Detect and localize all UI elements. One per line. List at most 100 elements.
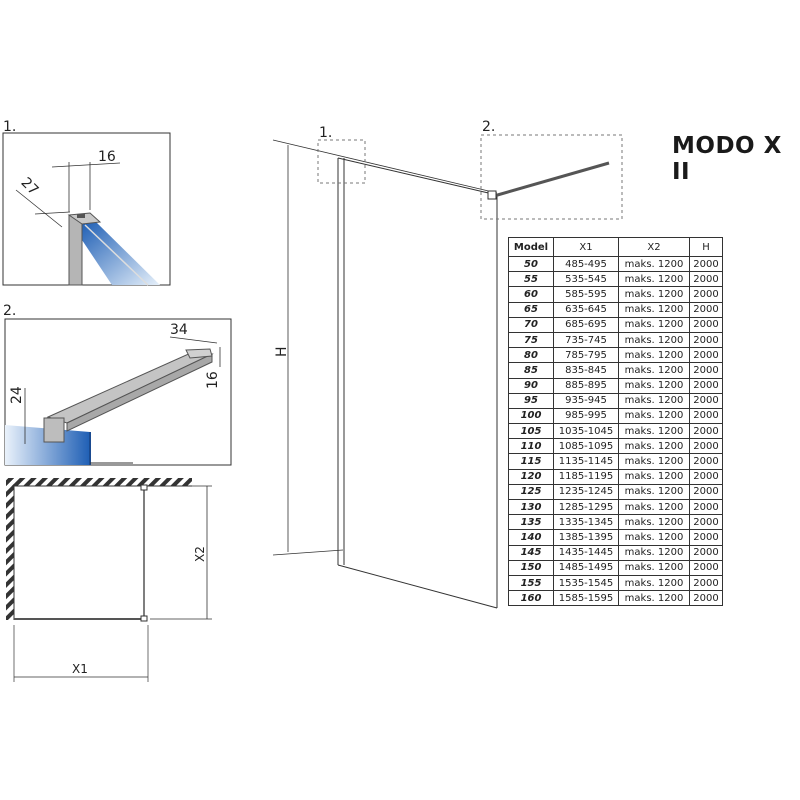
- table-row: 60 585-595 maks. 1200 2000: [508, 286, 723, 303]
- table-row: 155 1535-1545 maks. 1200 2000: [508, 574, 723, 592]
- cell-model: 95: [508, 392, 554, 409]
- cell-h: 2000: [689, 468, 723, 485]
- cell-model: 120: [508, 468, 554, 485]
- cell-x1: 1535-1545: [553, 574, 619, 592]
- cell-h: 2000: [689, 574, 723, 592]
- table-row: 140 1385-1395 maks. 1200 2000: [508, 529, 723, 546]
- cell-x1: 685-695: [553, 316, 619, 333]
- cell-x2: maks. 1200: [618, 559, 690, 576]
- table-row: 80 785-795 maks. 1200 2000: [508, 347, 723, 364]
- cell-model: 110: [508, 438, 554, 455]
- cell-h: 2000: [689, 392, 723, 409]
- cell-x1: 835-845: [553, 362, 619, 379]
- cell-x2: maks. 1200: [618, 347, 690, 364]
- cell-x1: 1135-1145: [553, 453, 619, 470]
- cell-h: 2000: [689, 301, 723, 318]
- cell-x2: maks. 1200: [618, 316, 690, 333]
- cell-model: 150: [508, 559, 554, 576]
- cell-x1: 1335-1345: [553, 514, 619, 531]
- cell-x1: 585-595: [553, 286, 619, 303]
- cell-x1: 935-945: [553, 392, 619, 409]
- cell-h: 2000: [689, 453, 723, 470]
- table-row: 125 1235-1245 maks. 1200 2000: [508, 483, 723, 501]
- cell-h: 2000: [689, 559, 723, 576]
- h-label: H: [274, 346, 290, 357]
- dimensions-table: Model X1 X2 H 50 485-495 maks. 1200 2000 55 5…: [508, 237, 723, 607]
- cell-h: 2000: [689, 331, 723, 349]
- dim-24-label: 24: [9, 386, 25, 404]
- cell-model: 155: [508, 574, 554, 592]
- cell-h: 2000: [689, 423, 723, 440]
- cell-h: 2000: [689, 271, 723, 288]
- cell-x2: maks. 1200: [618, 392, 690, 409]
- detail-1-label: 1.: [3, 119, 16, 135]
- cell-model: 60: [508, 286, 554, 303]
- cell-h: 2000: [689, 316, 723, 333]
- cell-x2: maks. 1200: [618, 453, 690, 470]
- table-row: 150 1485-1495 maks. 1200 2000: [508, 559, 723, 576]
- cell-x1: 1435-1445: [553, 544, 619, 561]
- cell-x1: 485-495: [553, 255, 619, 273]
- plan-view: X2 X1: [6, 478, 212, 682]
- table-row: 50 485-495 maks. 1200 2000: [508, 255, 723, 273]
- cell-model: 125: [508, 483, 554, 501]
- cell-h: 2000: [689, 590, 723, 607]
- table-row: 85 835-845 maks. 1200 2000: [508, 362, 723, 379]
- cell-x2: maks. 1200: [618, 423, 690, 440]
- cell-model: 90: [508, 377, 554, 394]
- detail-2: 2. 34 16 24: [3, 303, 232, 466]
- table-row: 105 1035-1045 maks. 1200 2000: [508, 423, 723, 440]
- cell-h: 2000: [689, 347, 723, 364]
- table-row: 70 685-695 maks. 1200 2000: [508, 316, 723, 333]
- cell-x2: maks. 1200: [618, 544, 690, 561]
- table-row: 135 1335-1345 maks. 1200 2000: [508, 514, 723, 531]
- cell-x1: 1035-1045: [553, 423, 619, 440]
- table-row: 95 935-945 maks. 1200 2000: [508, 392, 723, 409]
- cell-h: 2000: [689, 255, 723, 273]
- cell-model: 55: [508, 271, 554, 288]
- cell-x1: 735-745: [553, 331, 619, 349]
- table-row: 110 1085-1095 maks. 1200 2000: [508, 438, 723, 455]
- cell-model: 100: [508, 407, 554, 425]
- x2-label: X2: [193, 546, 207, 562]
- cell-x2: maks. 1200: [618, 498, 690, 516]
- cell-h: 2000: [689, 529, 723, 546]
- dim-27-label: 27: [18, 175, 42, 199]
- cell-x2: maks. 1200: [618, 483, 690, 501]
- dim-16-label: 16: [98, 149, 116, 165]
- header-model: Model: [508, 237, 554, 257]
- cell-x1: 985-995: [553, 407, 619, 425]
- cell-x1: 1385-1395: [553, 529, 619, 546]
- cell-x1: 1085-1095: [553, 438, 619, 455]
- table-row: 100 985-995 maks. 1200 2000: [508, 407, 723, 425]
- cell-model: 135: [508, 514, 554, 531]
- table-row: 75 735-745 maks. 1200 2000: [508, 331, 723, 349]
- cell-x2: maks. 1200: [618, 255, 690, 273]
- cell-x2: maks. 1200: [618, 286, 690, 303]
- cell-h: 2000: [689, 438, 723, 455]
- cell-x2: maks. 1200: [618, 438, 690, 455]
- dim-34-label: 34: [170, 322, 188, 338]
- detail-1: 1. 16 27: [2, 119, 171, 286]
- cell-h: 2000: [689, 544, 723, 561]
- cell-x2: maks. 1200: [618, 271, 690, 288]
- cell-x1: 1235-1245: [553, 483, 619, 501]
- cell-model: 50: [508, 255, 554, 273]
- cell-model: 160: [508, 590, 554, 607]
- cell-model: 70: [508, 316, 554, 333]
- cell-model: 115: [508, 453, 554, 470]
- header-x2: X2: [618, 237, 690, 257]
- cell-x1: 885-895: [553, 377, 619, 394]
- cell-x1: 785-795: [553, 347, 619, 364]
- detail-2-label: 2.: [3, 303, 16, 319]
- cell-x2: maks. 1200: [618, 407, 690, 425]
- cell-x1: 635-645: [553, 301, 619, 318]
- cell-x1: 1185-1195: [553, 468, 619, 485]
- table-row: 130 1285-1295 maks. 1200 2000: [508, 498, 723, 516]
- cell-h: 2000: [689, 362, 723, 379]
- table-row: 90 885-895 maks. 1200 2000: [508, 377, 723, 394]
- cell-h: 2000: [689, 377, 723, 394]
- table-row: 65 635-645 maks. 1200 2000: [508, 301, 723, 318]
- table-row: 145 1435-1445 maks. 1200 2000: [508, 544, 723, 561]
